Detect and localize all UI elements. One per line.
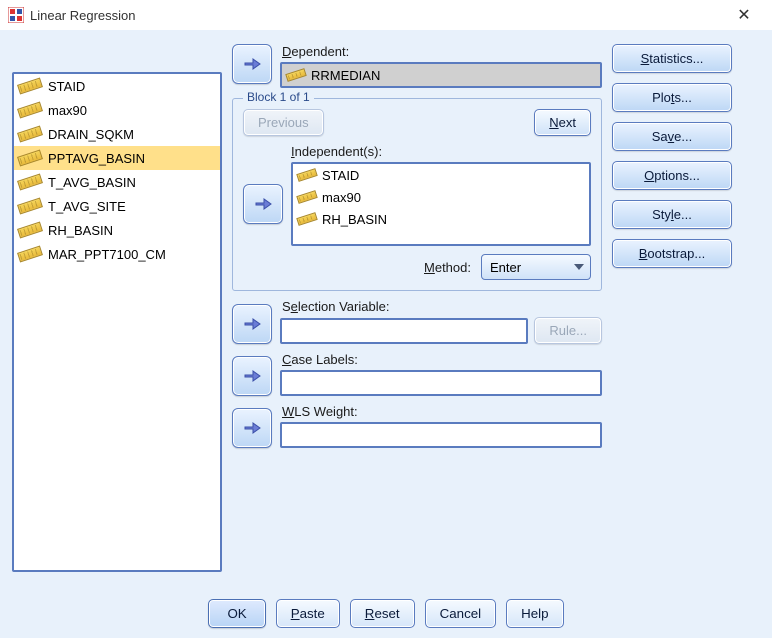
variable-list[interactable]: STAID max90 DRAIN_SQKM PPTAVG_BASIN T_AVG_BA… xyxy=(12,72,222,572)
variable-item[interactable]: MAR_PPT7100_CM xyxy=(14,242,220,266)
help-button[interactable]: Help xyxy=(506,599,563,628)
chevron-down-icon xyxy=(574,264,584,270)
move-wls-button[interactable] xyxy=(232,408,272,448)
ruler-icon xyxy=(17,174,43,191)
move-dependent-button[interactable] xyxy=(232,44,272,84)
dialog-body: STAID max90 DRAIN_SQKM PPTAVG_BASIN T_AVG_BA… xyxy=(0,30,772,638)
method-label: Method: xyxy=(424,260,471,275)
selection-variable-field[interactable] xyxy=(280,318,528,344)
independent-item[interactable]: RH_BASIN xyxy=(293,208,589,230)
save-button[interactable]: Save... xyxy=(612,122,732,151)
window-title: Linear Regression xyxy=(30,8,724,23)
variable-item[interactable]: DRAIN_SQKM xyxy=(14,122,220,146)
ruler-icon xyxy=(17,222,43,239)
dependent-value: RRMEDIAN xyxy=(311,68,380,83)
independent-label: max90 xyxy=(322,190,361,205)
variable-item[interactable]: RH_BASIN xyxy=(14,218,220,242)
move-independent-button[interactable] xyxy=(243,184,283,224)
variable-label: T_AVG_SITE xyxy=(48,199,126,214)
variable-label: T_AVG_BASIN xyxy=(48,175,136,190)
next-button[interactable]: Next xyxy=(534,109,591,136)
independent-list[interactable]: STAID max90 RH_BASIN xyxy=(291,162,591,246)
variable-label: DRAIN_SQKM xyxy=(48,127,134,142)
ruler-icon xyxy=(296,168,317,182)
dependent-field[interactable]: RRMEDIAN xyxy=(280,62,602,88)
app-icon xyxy=(8,7,24,23)
case-labels-field[interactable] xyxy=(280,370,602,396)
ruler-icon xyxy=(17,246,43,263)
plots-button[interactable]: Plots... xyxy=(612,83,732,112)
ruler-icon xyxy=(17,102,43,119)
selection-variable-label: Selection Variable: xyxy=(282,299,602,314)
variable-label: STAID xyxy=(48,79,85,94)
ruler-icon xyxy=(17,78,43,95)
titlebar: Linear Regression ✕ xyxy=(0,0,772,30)
wls-weight-field[interactable] xyxy=(280,422,602,448)
variable-label: RH_BASIN xyxy=(48,223,113,238)
move-caselabels-button[interactable] xyxy=(232,356,272,396)
options-button[interactable]: Options... xyxy=(612,161,732,190)
reset-button[interactable]: Reset xyxy=(350,599,415,628)
block-legend: Block 1 of 1 xyxy=(243,90,314,104)
variable-item[interactable]: T_AVG_SITE xyxy=(14,194,220,218)
variable-item[interactable]: T_AVG_BASIN xyxy=(14,170,220,194)
block-fieldset: Block 1 of 1 Previous Next Independent(s… xyxy=(232,98,602,291)
ok-button[interactable]: OK xyxy=(208,599,265,628)
ruler-icon xyxy=(285,68,306,82)
independent-label: RH_BASIN xyxy=(322,212,387,227)
cancel-button[interactable]: Cancel xyxy=(425,599,497,628)
independent-label: STAID xyxy=(322,168,359,183)
variable-label: max90 xyxy=(48,103,87,118)
independent-item[interactable]: STAID xyxy=(293,164,589,186)
method-combo[interactable]: Enter xyxy=(481,254,591,280)
method-value: Enter xyxy=(490,260,521,275)
ruler-icon xyxy=(296,212,317,226)
variable-label: PPTAVG_BASIN xyxy=(48,151,145,166)
variable-item[interactable]: STAID xyxy=(14,74,220,98)
bottom-button-bar: OK Paste Reset Cancel Help xyxy=(0,599,772,628)
close-icon[interactable]: ✕ xyxy=(724,5,764,25)
previous-button: Previous xyxy=(243,109,324,136)
independent-item[interactable]: max90 xyxy=(293,186,589,208)
paste-button[interactable]: Paste xyxy=(276,599,340,628)
statistics-button[interactable]: Statistics... xyxy=(612,44,732,73)
variable-label: MAR_PPT7100_CM xyxy=(48,247,166,262)
rule-button: Rule... xyxy=(534,317,602,344)
variable-item[interactable]: PPTAVG_BASIN xyxy=(14,146,220,170)
move-selection-button[interactable] xyxy=(232,304,272,344)
style-button[interactable]: Style... xyxy=(612,200,732,229)
variable-item[interactable]: max90 xyxy=(14,98,220,122)
ruler-icon xyxy=(17,198,43,215)
bootstrap-button[interactable]: Bootstrap... xyxy=(612,239,732,268)
independent-label: Independent(s): xyxy=(291,144,591,159)
wls-weight-label: WLS Weight: xyxy=(282,404,602,419)
ruler-icon xyxy=(17,150,43,167)
case-labels-label: Case Labels: xyxy=(282,352,602,367)
ruler-icon xyxy=(296,190,317,204)
ruler-icon xyxy=(17,126,43,143)
dependent-label: Dependent: xyxy=(282,44,602,59)
